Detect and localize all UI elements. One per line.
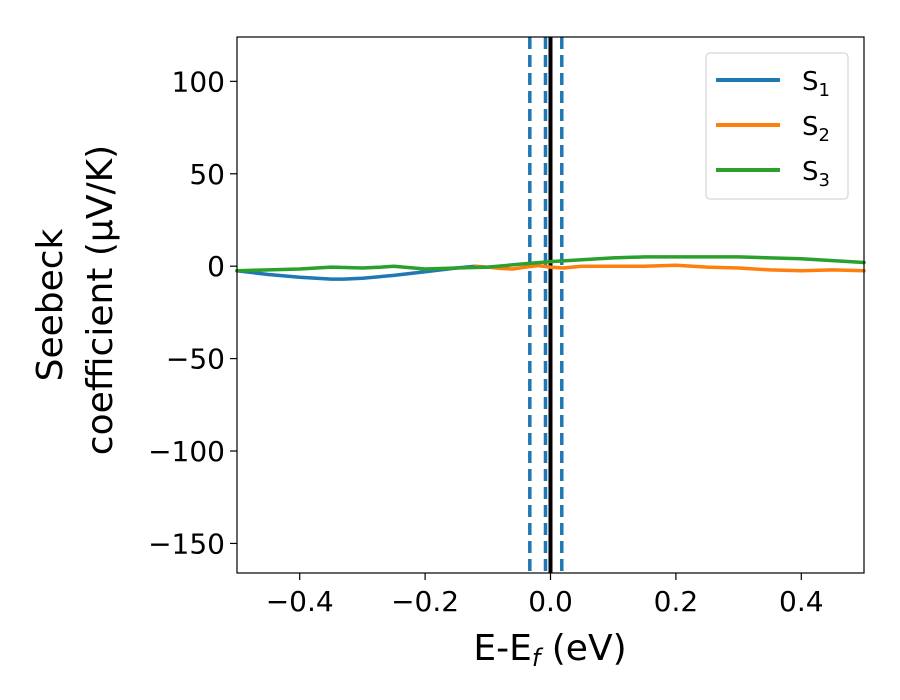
- x-tick-label: 0.0: [528, 585, 573, 618]
- x-axis-title: E-Ef (eV): [473, 628, 626, 672]
- vertical-lines: [528, 37, 564, 573]
- axis-ticks: −0.4 −0.2 0.0 0.2 0.4 100 50 0 −50 −100 −150: [148, 65, 823, 618]
- plot-frame: [236, 36, 865, 574]
- x-tick-label: 0.2: [654, 585, 699, 618]
- y-axis-title-line2: coefficient (μV/K): [80, 145, 121, 455]
- x-axis-title-unit: (eV): [540, 628, 626, 669]
- series-line-2: [473, 263, 866, 273]
- legend-label-2: S2: [802, 112, 830, 146]
- y-tick-label: 50: [189, 158, 225, 191]
- legend-label-3: S3: [802, 157, 830, 191]
- y-axis-title-line1: Seebeck: [30, 228, 71, 381]
- x-tick-label: −0.4: [266, 585, 334, 618]
- y-tick-label: 100: [172, 65, 225, 98]
- y-tick-label: −150: [148, 527, 225, 560]
- x-tick-label: 0.4: [779, 585, 824, 618]
- x-tick-label: −0.2: [391, 585, 459, 618]
- legend: S1 S2 S3: [705, 52, 849, 200]
- series-lines: [235, 255, 866, 281]
- legend-label-1: S1: [802, 67, 830, 101]
- y-tick-label: −50: [166, 343, 225, 376]
- series-line-3: [235, 255, 866, 273]
- x-axis-title-main: E-E: [473, 628, 531, 669]
- y-tick-label: −100: [148, 435, 225, 468]
- y-tick-label: 0: [207, 250, 225, 283]
